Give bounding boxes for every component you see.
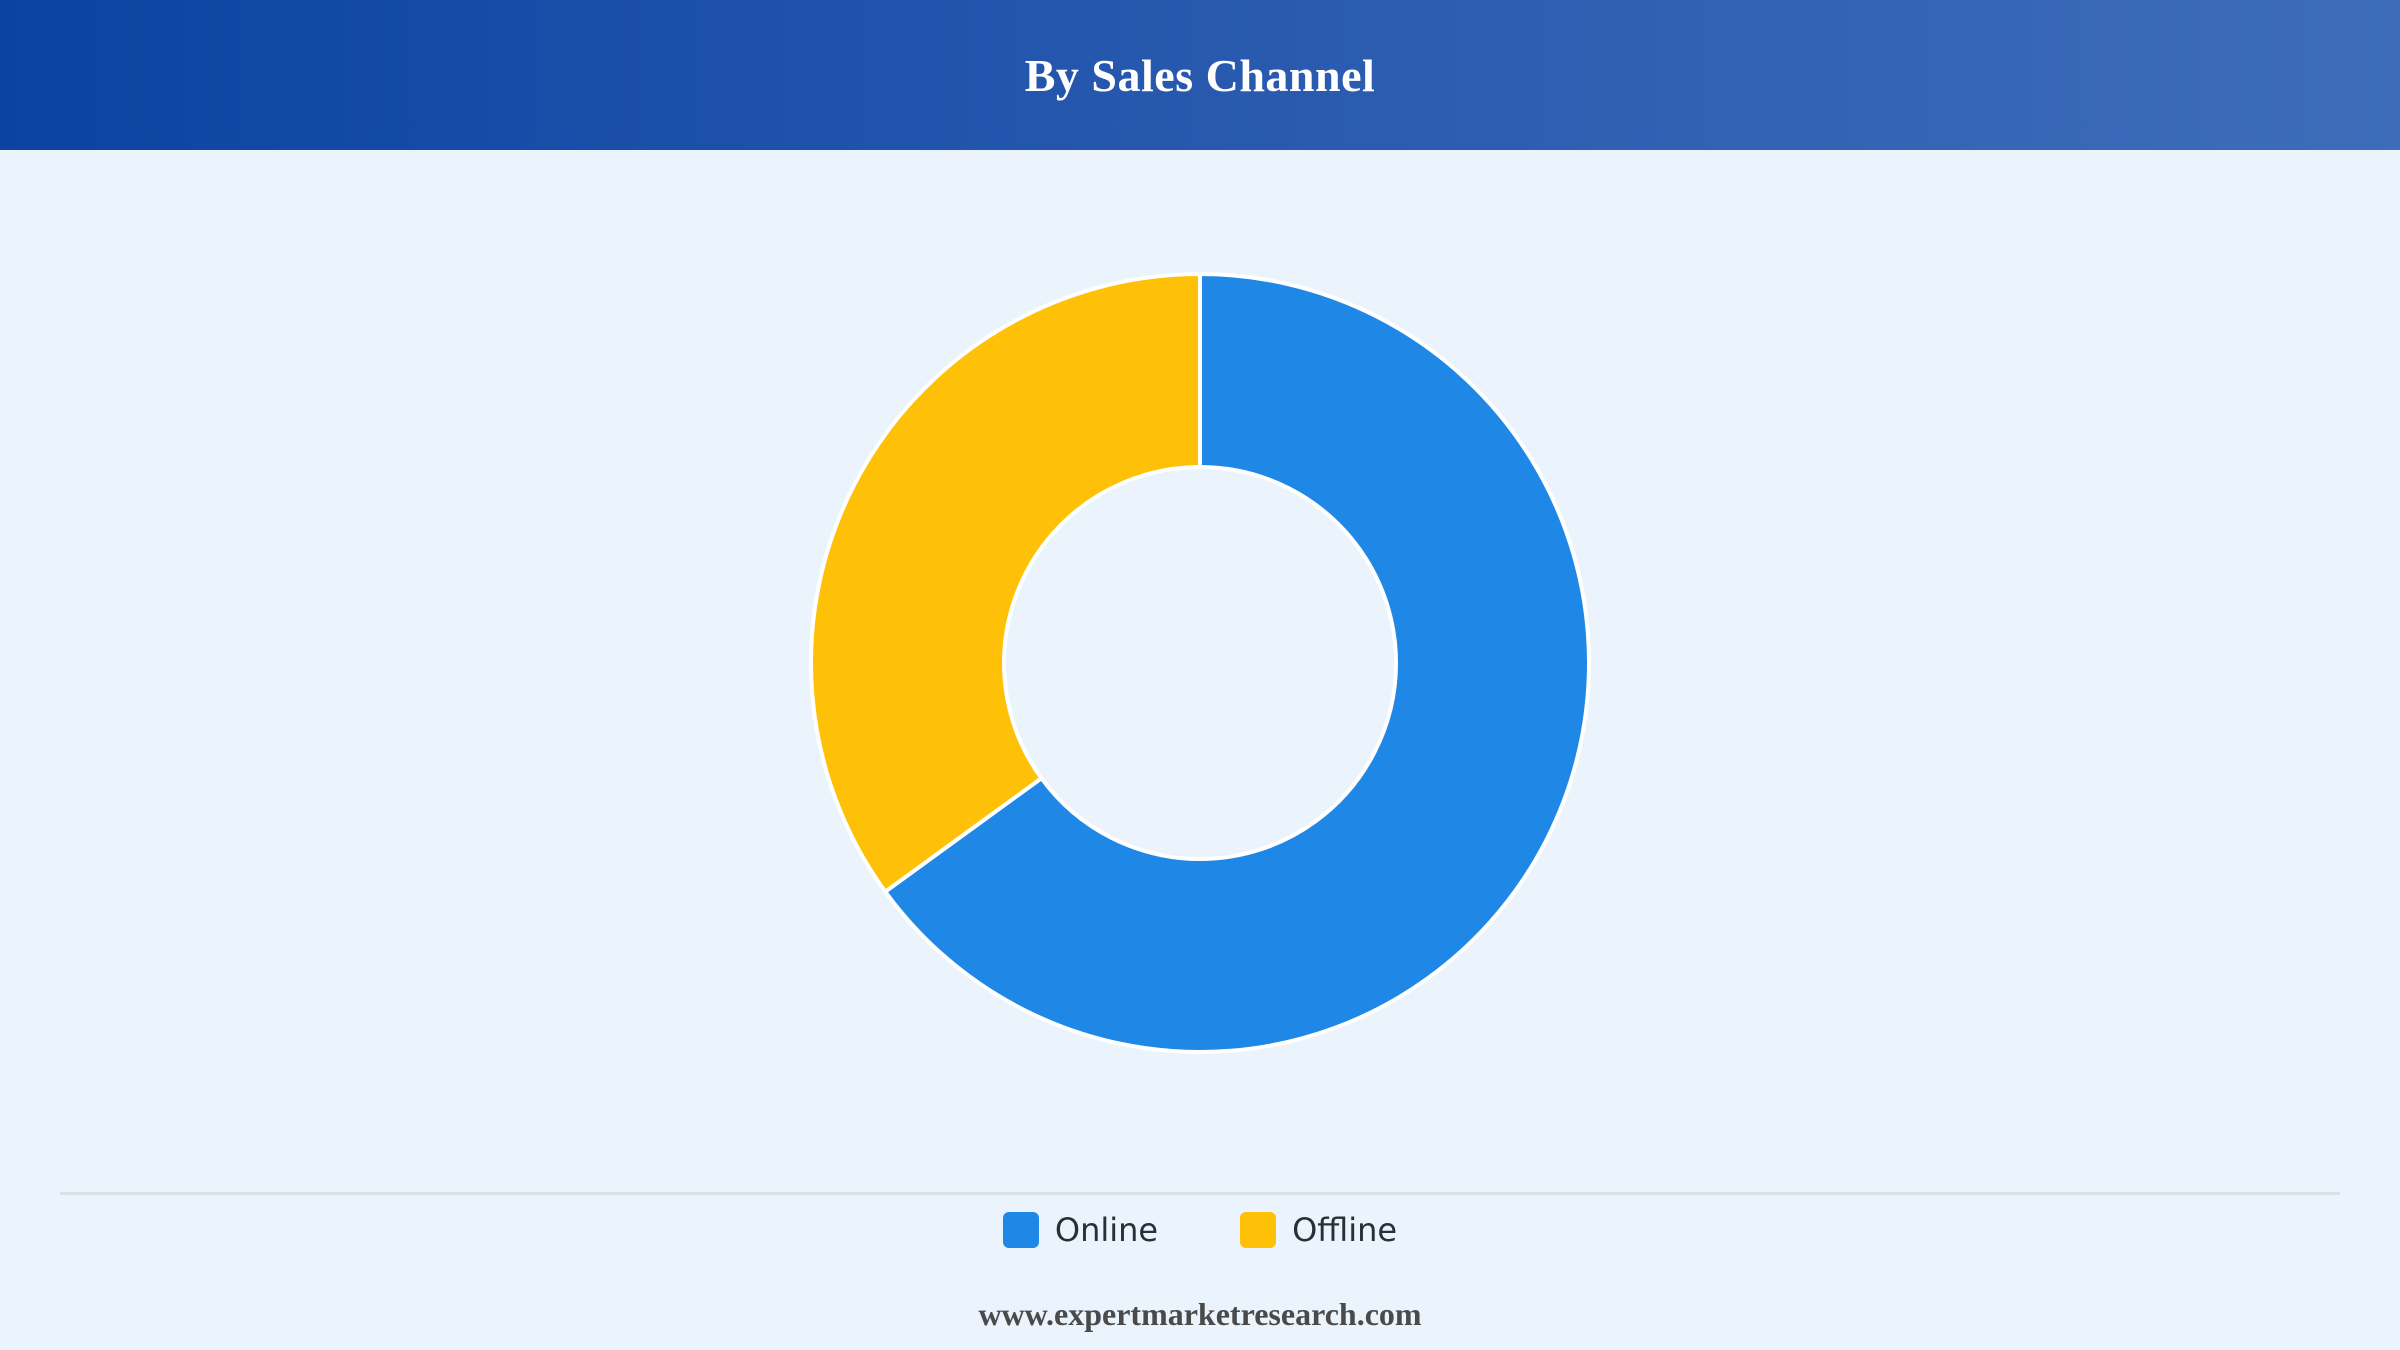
chart-legend: Online Offline [0, 1208, 2400, 1252]
legend-swatch-offline [1240, 1212, 1277, 1248]
donut-slices [809, 272, 1591, 1054]
legend-item-offline[interactable]: Offline [1240, 1208, 1397, 1252]
donut-slice-online[interactable] [883, 272, 1591, 1054]
header-bar: By Sales Channel [0, 0, 2400, 150]
chart-title: By Sales Channel [1024, 49, 1376, 101]
legend-label-offline: Offline [1292, 1211, 1398, 1249]
legend-swatch-online [1002, 1212, 1039, 1248]
legend-label-online: Online [1054, 1211, 1159, 1249]
donut-chart [809, 272, 1591, 1054]
source-footer: www.expertmarketresearch.com [978, 1296, 1422, 1332]
legend-divider [60, 1192, 2340, 1195]
legend-item-online[interactable]: Online [1002, 1208, 1159, 1252]
donut-slice-offline[interactable] [809, 272, 1202, 894]
